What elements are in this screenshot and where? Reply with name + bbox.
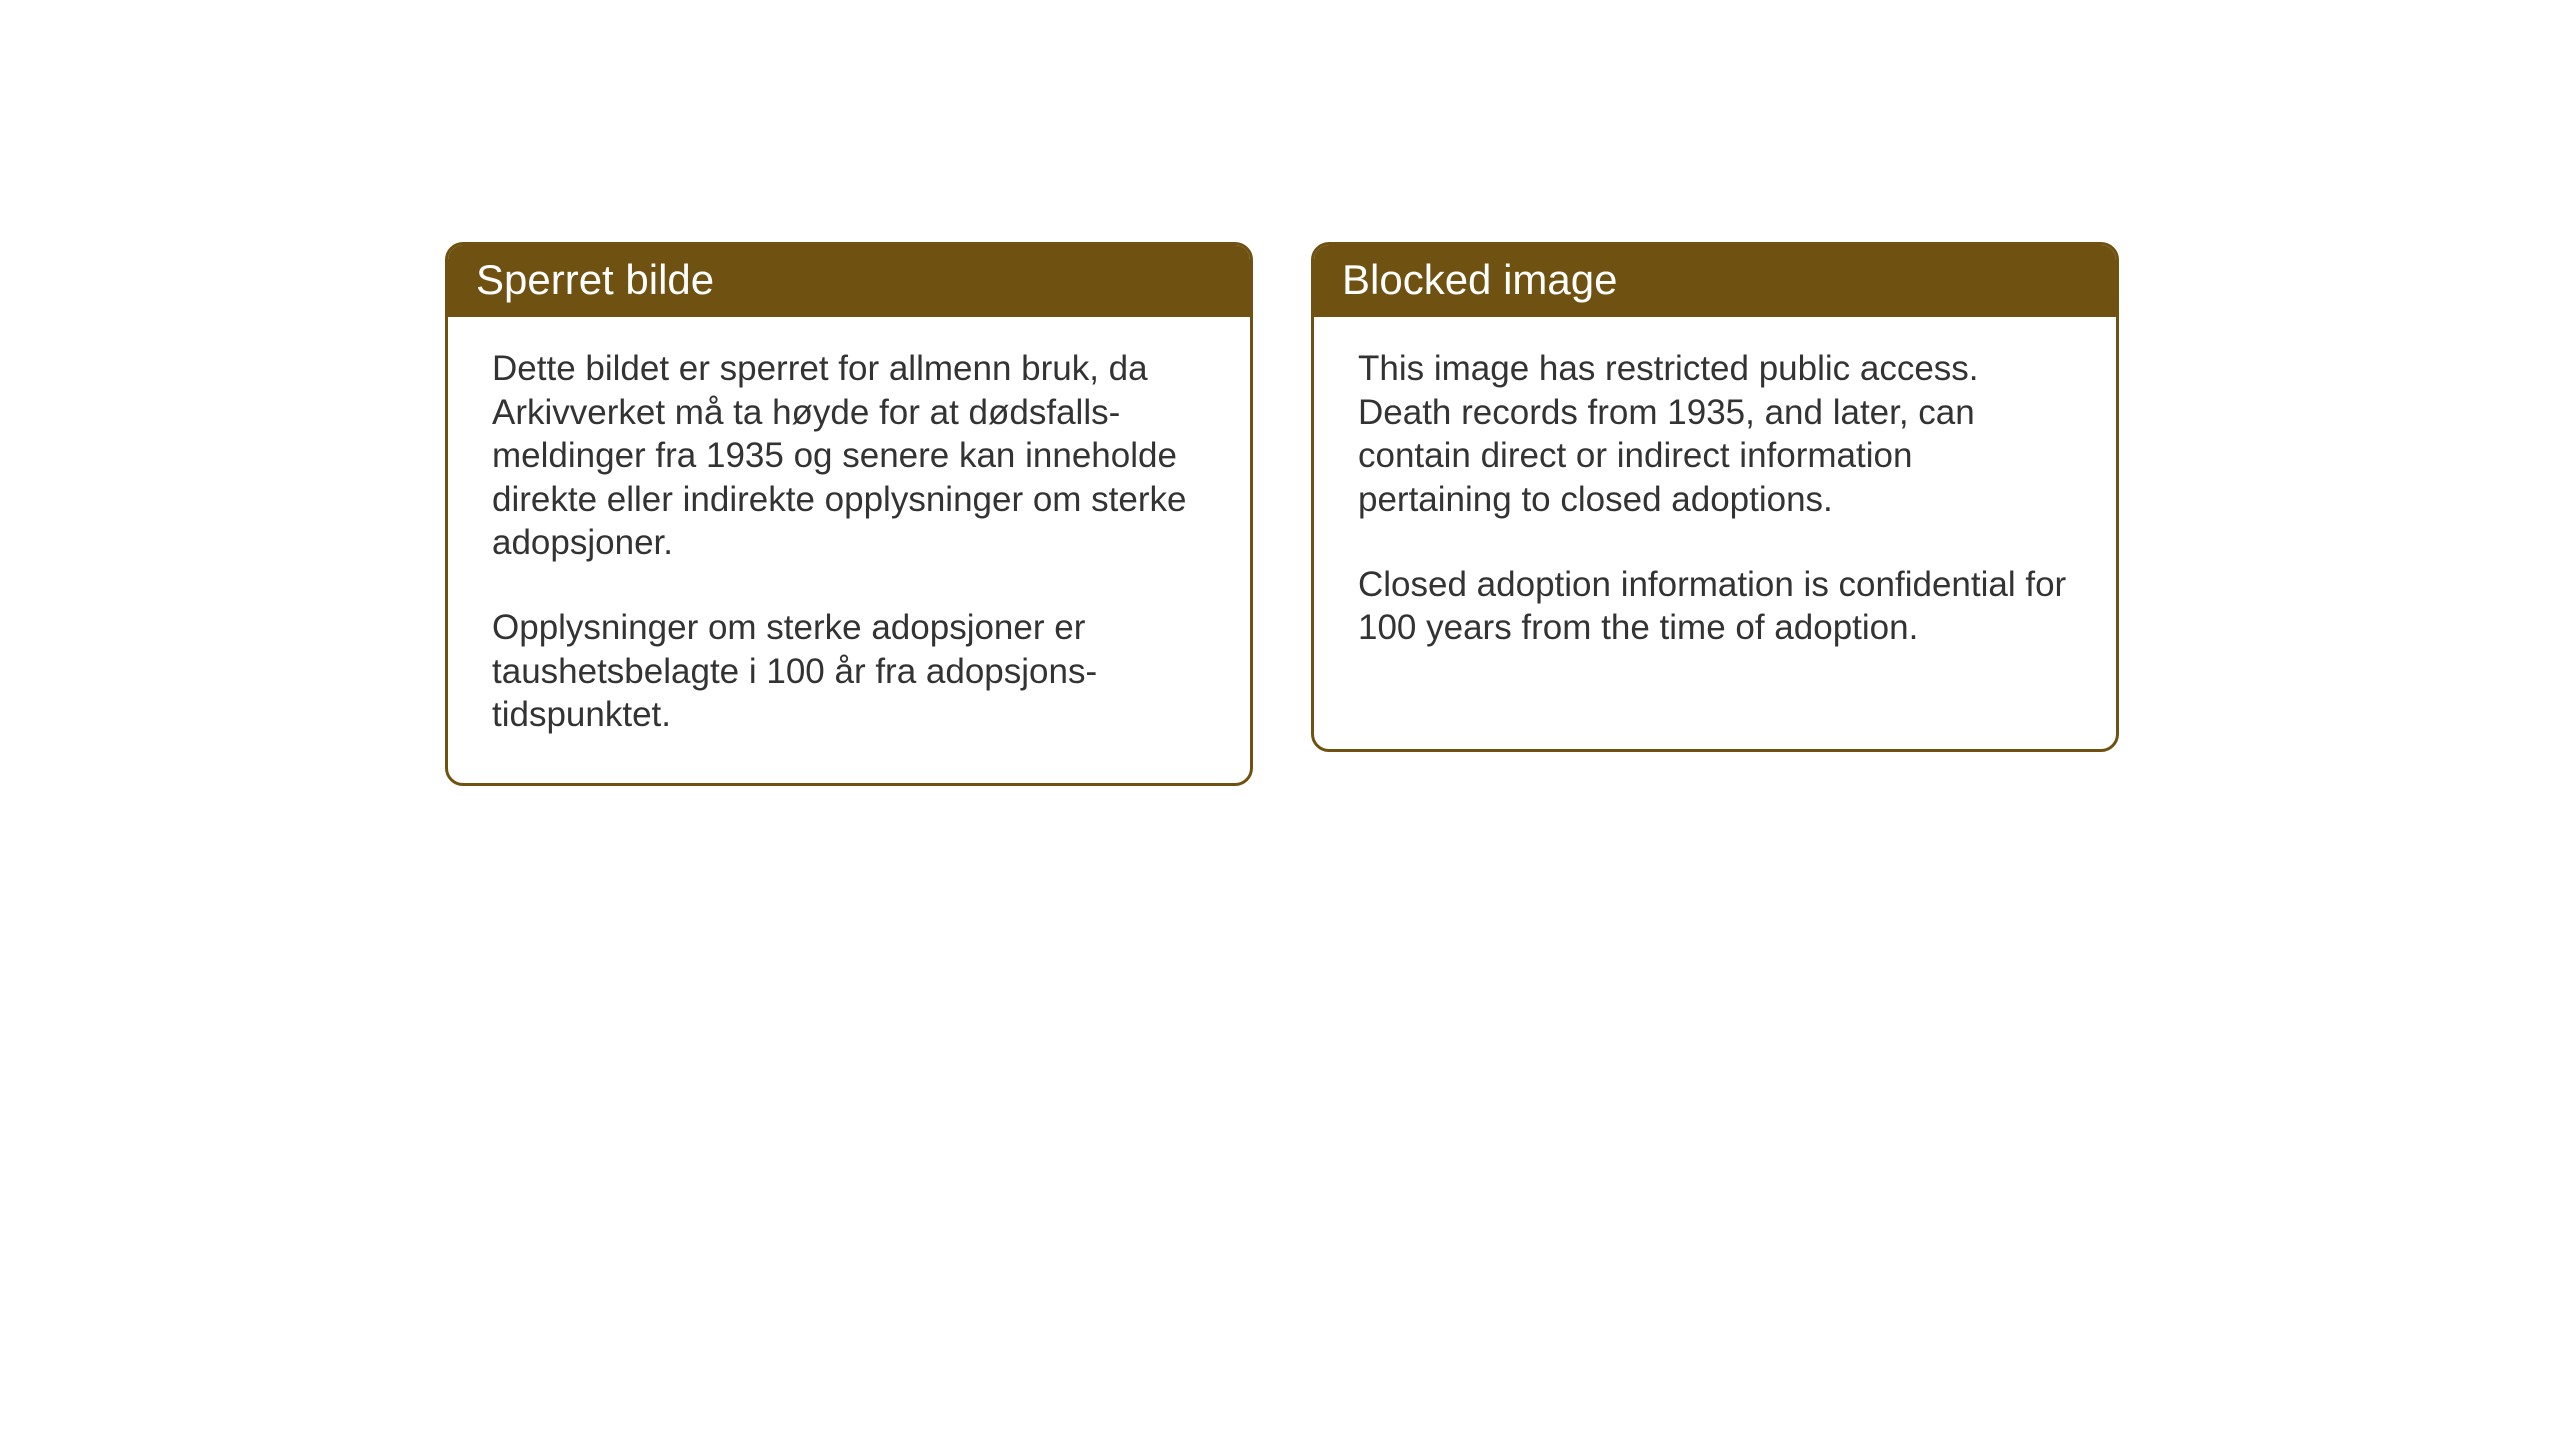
card-paragraph-en-1: This image has restricted public access.… xyxy=(1358,347,2072,521)
card-header-norwegian: Sperret bilde xyxy=(448,245,1250,317)
card-header-english: Blocked image xyxy=(1314,245,2116,317)
card-paragraph-no-2: Opplysninger om sterke adopsjoner er tau… xyxy=(492,606,1206,736)
card-body-norwegian: Dette bildet er sperret for allmenn bruk… xyxy=(448,317,1250,782)
card-body-english: This image has restricted public access.… xyxy=(1314,317,2116,695)
card-paragraph-no-1: Dette bildet er sperret for allmenn bruk… xyxy=(492,347,1206,564)
notice-card-english: Blocked image This image has restricted … xyxy=(1311,242,2119,752)
notice-card-norwegian: Sperret bilde Dette bildet er sperret fo… xyxy=(445,242,1253,786)
card-paragraph-en-2: Closed adoption information is confident… xyxy=(1358,563,2072,650)
notice-cards-container: Sperret bilde Dette bildet er sperret fo… xyxy=(445,242,2119,786)
